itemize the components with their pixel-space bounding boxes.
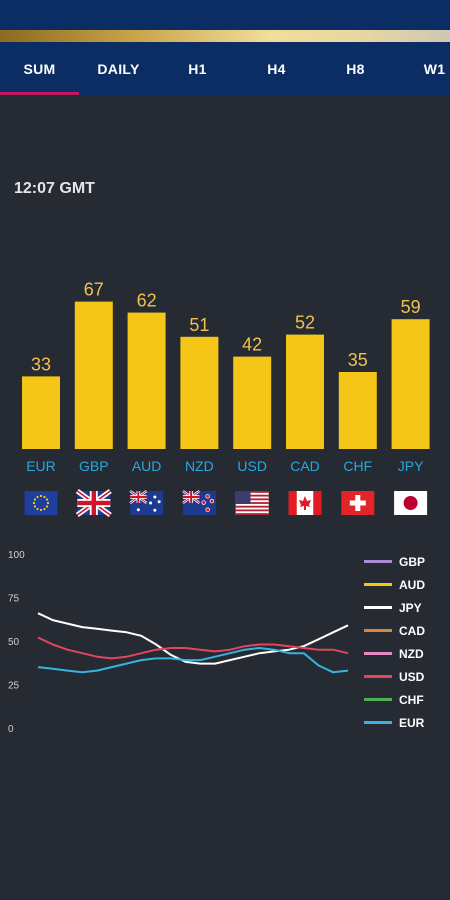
legend-item-aud[interactable]: AUD (364, 573, 450, 596)
legend-item-jpy[interactable]: JPY (364, 596, 450, 619)
legend-label: NZD (399, 646, 424, 661)
timeframe-tabs: SUM DAILY H1 H4 H8 W1 (0, 42, 450, 95)
bar-eur (22, 376, 60, 449)
currency-label-jpy: JPY (398, 458, 424, 474)
tab-sum[interactable]: SUM (0, 42, 79, 95)
legend-swatch (364, 583, 392, 586)
y-tick-label: 25 (8, 681, 20, 692)
legend-swatch (364, 698, 392, 701)
app-header: SUM DAILY H1 H4 H8 W1 (0, 0, 450, 95)
line-chart-legend: GBP AUD JPY CAD NZD USD CHF EUR (364, 550, 450, 734)
new-zealand-flag-icon (182, 490, 216, 515)
legend-item-gbp[interactable]: GBP (364, 550, 450, 573)
legend-swatch (364, 675, 392, 678)
currency-label-usd: USD (237, 458, 267, 474)
bar-value-eur: 33 (31, 354, 51, 374)
legend-label: CHF (399, 692, 424, 707)
gmt-time: 12:07 GMT (14, 180, 95, 197)
series-line-jpy (37, 612, 349, 665)
bar-value-jpy: 59 (401, 297, 421, 317)
canada-flag-icon (288, 491, 322, 515)
currency-label-nzd: NZD (185, 458, 214, 474)
legend-item-usd[interactable]: USD (364, 665, 450, 688)
legend-swatch (364, 721, 392, 724)
switzerland-flag-icon (341, 491, 375, 515)
bar-value-gbp: 67 (84, 280, 104, 300)
currency-label-aud: AUD (132, 458, 162, 474)
legend-label: JPY (399, 600, 422, 615)
y-tick-label: 75 (8, 594, 20, 605)
bar-cad (286, 334, 324, 449)
bar-value-aud: 62 (137, 291, 157, 311)
y-tick-label: 50 (8, 637, 20, 648)
bar-value-chf: 35 (348, 350, 368, 370)
bar-jpy (391, 319, 430, 449)
legend-label: AUD (399, 577, 425, 592)
currency-label-eur: EUR (26, 458, 56, 474)
australia-flag-icon (129, 490, 164, 515)
bar-value-nzd: 51 (189, 315, 209, 335)
bar-value-cad: 52 (295, 313, 315, 333)
uk-flag-icon (75, 488, 112, 518)
currency-strength-bar-chart: 33 EUR 67 GBP 62 AUD 51 NZD 42 USD 52 CAD 35 CHF 59 JPY (22, 280, 430, 518)
tab-h4[interactable]: H4 (267, 60, 286, 77)
legend-label: GBP (399, 554, 426, 569)
legend-item-nzd[interactable]: NZD (364, 642, 450, 665)
bar-usd (233, 356, 272, 449)
currency-strength-line-chart: 100 75 50 25 0 (8, 550, 349, 735)
legend-swatch (364, 560, 392, 563)
bar-gbp (74, 301, 113, 449)
currency-label-gbp: GBP (79, 458, 109, 474)
eu-flag-icon (24, 491, 58, 515)
legend-item-chf[interactable]: CHF (364, 688, 450, 711)
header-gold-stripe (0, 30, 450, 42)
japan-flag-icon (394, 491, 428, 515)
series-line-eur (37, 647, 349, 674)
bar-aud (127, 312, 166, 449)
bar-nzd (180, 336, 219, 449)
y-tick-label: 0 (8, 724, 14, 735)
legend-swatch (364, 652, 392, 655)
legend-label: EUR (399, 715, 425, 730)
legend-item-eur[interactable]: EUR (364, 711, 450, 734)
series-line-usd (37, 636, 349, 660)
tab-h8[interactable]: H8 (346, 60, 365, 77)
currency-label-chf: CHF (343, 458, 372, 474)
legend-label: USD (399, 669, 425, 684)
tab-w1[interactable]: W1 (423, 60, 446, 77)
legend-item-cad[interactable]: CAD (364, 619, 450, 642)
bar-value-usd: 42 (242, 335, 262, 355)
tab-daily[interactable]: DAILY (97, 60, 140, 77)
tab-h1[interactable]: H1 (188, 60, 207, 77)
legend-swatch (364, 606, 392, 609)
y-tick-label: 100 (8, 550, 25, 561)
legend-swatch (364, 629, 392, 632)
legend-label: CAD (399, 623, 425, 638)
bar-chf (338, 372, 377, 449)
usa-flag-icon (235, 491, 269, 515)
currency-label-cad: CAD (290, 458, 320, 474)
